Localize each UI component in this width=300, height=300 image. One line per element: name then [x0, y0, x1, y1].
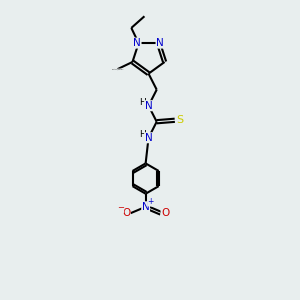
Text: H: H [139, 130, 146, 139]
Text: N: N [156, 38, 164, 48]
Text: +: + [148, 197, 154, 206]
Text: N: N [145, 101, 152, 111]
Text: methyl line only: methyl line only [112, 69, 123, 70]
Text: S: S [176, 115, 184, 125]
Text: N: N [145, 133, 152, 143]
Text: −: − [117, 203, 124, 212]
Text: H: H [139, 98, 146, 107]
Text: N: N [142, 202, 149, 212]
Text: N: N [133, 38, 141, 48]
Text: O: O [122, 208, 130, 218]
Text: O: O [161, 208, 169, 218]
